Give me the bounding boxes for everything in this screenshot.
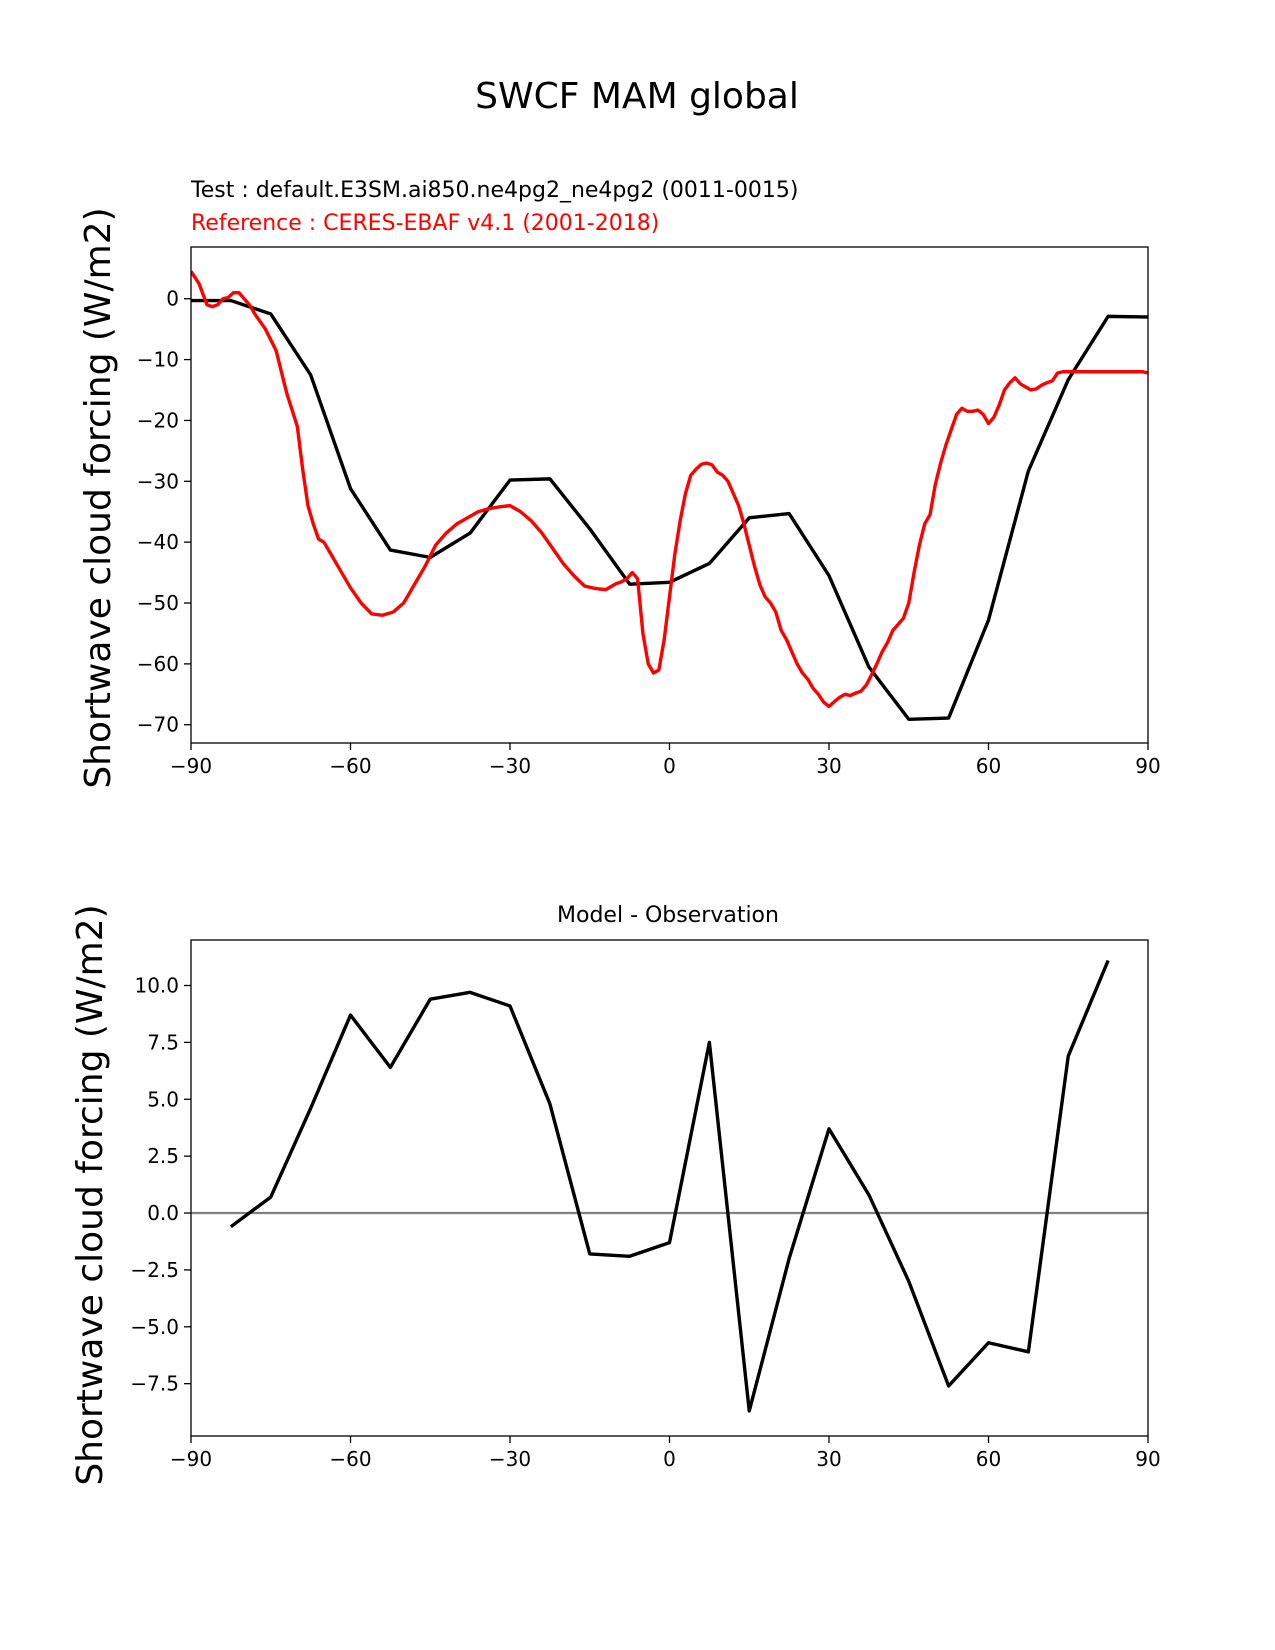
top-y-tick-label: −70 <box>137 713 179 737</box>
top-series-line-0 <box>191 298 1148 721</box>
top-series-line-1 <box>191 270 1148 709</box>
bottom-y-tick-label: −5.0 <box>130 1315 179 1339</box>
test-label: Test : default.E3SM.ai850.ne4pg2_ne4pg2 … <box>190 178 798 203</box>
bottom-x-tick-label: 60 <box>976 1447 1001 1471</box>
bottom-x-tick-label: 0 <box>663 1447 676 1471</box>
bottom-y-tick-label: 2.5 <box>147 1144 179 1168</box>
bottom-y-tick-label: −2.5 <box>130 1258 179 1282</box>
figure-title: SWCF MAM global <box>475 76 799 117</box>
bottom-y-tick-label: −7.5 <box>130 1372 179 1396</box>
top-panel: Shortwave cloud forcing (W/m2) Test : de… <box>78 178 1161 789</box>
bottom-x-tick-label: −90 <box>170 1447 212 1471</box>
top-y-tick-label: −40 <box>137 530 179 554</box>
top-x-tick-label: −60 <box>329 754 371 778</box>
top-y-tick-label: −10 <box>137 348 179 372</box>
bottom-y-tick-label: 5.0 <box>147 1087 179 1111</box>
top-x-tick-label: 90 <box>1135 754 1160 778</box>
top-axes-frame <box>190 246 1149 744</box>
top-y-tick-label: 0 <box>166 287 179 311</box>
reference-label: Reference : CERES-EBAF v4.1 (2001-2018) <box>191 211 659 236</box>
top-y-tick-label: −60 <box>137 652 179 676</box>
bottom-axes-frame <box>190 939 1149 1437</box>
top-y-axis-label: Shortwave cloud forcing (W/m2) <box>78 207 119 788</box>
bottom-y-tick-label: 10.0 <box>134 974 179 998</box>
top-x-tick-label: −90 <box>170 754 212 778</box>
bottom-panel-title: Model - Observation <box>557 903 779 928</box>
top-x-tick-label: 30 <box>816 754 841 778</box>
bottom-x-tick-label: 90 <box>1135 1447 1160 1471</box>
top-x-tick-label: −30 <box>489 754 531 778</box>
bottom-x-tick-label: −30 <box>489 1447 531 1471</box>
top-y-tick-label: −30 <box>137 469 179 493</box>
top-x-tick-label: 60 <box>976 754 1001 778</box>
bottom-plot-area: −90 −60 −30 0 30 60 90 10.0 7.5 5.0 2.5 0.0 −2.5 −5.0… <box>130 939 1161 1471</box>
bottom-y-tick-label: 0.0 <box>147 1201 179 1225</box>
bottom-x-tick-label: 30 <box>816 1447 841 1471</box>
top-y-tick-label: −50 <box>137 591 179 615</box>
bottom-panel: Shortwave cloud forcing (W/m2) Model - O… <box>70 903 1161 1486</box>
bottom-x-tick-label: −60 <box>329 1447 371 1471</box>
bottom-series-line-0 <box>229 959 1110 1413</box>
top-plot-area: −90 −60 −30 0 30 60 90 0 −10 −20 −30 −40 −50 −60 −70 <box>137 246 1161 778</box>
top-x-tick-label: 0 <box>663 754 676 778</box>
bottom-y-tick-label: 7.5 <box>147 1030 179 1054</box>
bottom-y-axis-label: Shortwave cloud forcing (W/m2) <box>70 904 111 1485</box>
top-y-tick-label: −20 <box>137 408 179 432</box>
